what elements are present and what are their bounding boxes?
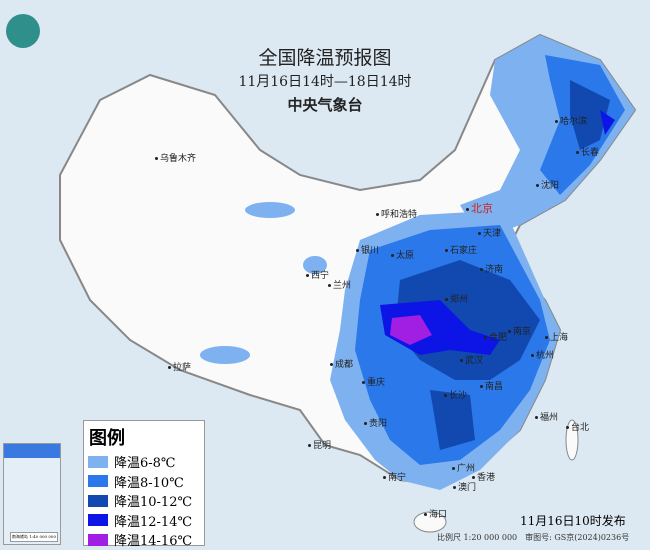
legend-item: 降温6-8℃ xyxy=(88,452,204,472)
city-label: 北京 xyxy=(466,200,493,216)
city-label: 南京 xyxy=(508,324,531,337)
zone-6-8 xyxy=(200,346,250,364)
map-period: 11月16日14时—18日14时 xyxy=(238,74,412,90)
legend-swatch xyxy=(88,514,108,527)
legend-title: 图例 xyxy=(89,428,125,449)
city-label: 南宁 xyxy=(383,470,406,483)
cma-logo xyxy=(6,14,40,48)
legend-item: 降温8-10℃ xyxy=(88,472,204,492)
city-label: 太原 xyxy=(391,248,414,261)
city-label: 澳门 xyxy=(453,480,476,493)
city-label: 郑州 xyxy=(445,292,468,305)
city-label: 福州 xyxy=(535,410,558,423)
legend: 图例 降温6-8℃ 降温8-10℃ 降温10-12℃ 降温12-14℃ 降温14-16℃ xyxy=(83,420,205,549)
legend-item: 降温12-14℃ xyxy=(88,511,204,531)
city-label: 济南 xyxy=(480,262,503,275)
map-issuer: 中央气象台 xyxy=(287,96,363,114)
legend-swatch xyxy=(88,533,108,546)
legend-label: 降温8-10℃ xyxy=(114,475,184,491)
map-title: 全国降温预报图 xyxy=(258,47,392,69)
zone-10-12 xyxy=(395,80,610,450)
city-label: 呼和浩特 xyxy=(376,207,417,220)
city-label: 广州 xyxy=(452,461,475,474)
city-label: 武汉 xyxy=(460,353,483,366)
city-label: 昆明 xyxy=(308,438,331,451)
city-label: 长沙 xyxy=(444,388,467,401)
inset-cooling-zone xyxy=(4,444,60,458)
inset-caption: 南海诸岛 1:40 000 000 xyxy=(9,532,58,542)
city-label: 海口 xyxy=(424,507,447,520)
city-label: 台北 xyxy=(566,420,589,433)
city-label: 哈尔滨 xyxy=(555,114,587,127)
issue-time: 11月16日10时发布 xyxy=(520,514,626,528)
legend-label: 降温14-16℃ xyxy=(114,534,193,550)
city-label: 兰州 xyxy=(328,278,351,291)
scale-text: 比例尺 1:20 000 000 审图号: GS京(2024)0236号 xyxy=(437,533,630,542)
south-china-sea-inset: 南海诸岛 1:40 000 000 xyxy=(3,443,61,545)
city-label: 贵阳 xyxy=(364,416,387,429)
city-label: 西宁 xyxy=(306,268,329,281)
legend-label: 降温6-8℃ xyxy=(114,456,176,472)
city-label: 杭州 xyxy=(531,348,554,361)
city-label: 香港 xyxy=(472,470,495,483)
city-label: 南昌 xyxy=(480,379,503,392)
legend-label: 降温10-12℃ xyxy=(114,495,193,511)
city-label: 沈阳 xyxy=(536,178,559,191)
city-label: 石家庄 xyxy=(445,243,477,256)
city-label: 拉萨 xyxy=(168,360,191,373)
legend-item: 降温10-12℃ xyxy=(88,491,204,511)
legend-label: 降温12-14℃ xyxy=(114,514,193,530)
city-label: 重庆 xyxy=(362,375,385,388)
legend-swatch xyxy=(88,475,108,488)
legend-item: 降温14-16℃ xyxy=(88,530,204,550)
city-label: 长春 xyxy=(576,145,599,158)
city-label: 天津 xyxy=(478,226,501,239)
legend-swatch xyxy=(88,455,108,468)
city-label: 银川 xyxy=(356,243,379,256)
legend-swatch xyxy=(88,494,108,507)
city-label: 上海 xyxy=(545,330,568,343)
zone-6-8 xyxy=(245,202,295,218)
zone-14-16 xyxy=(390,315,432,345)
city-label: 合肥 xyxy=(484,330,507,343)
zone-8-10 xyxy=(355,55,625,465)
city-label: 乌鲁木齐 xyxy=(155,151,196,164)
city-label: 成都 xyxy=(330,357,353,370)
